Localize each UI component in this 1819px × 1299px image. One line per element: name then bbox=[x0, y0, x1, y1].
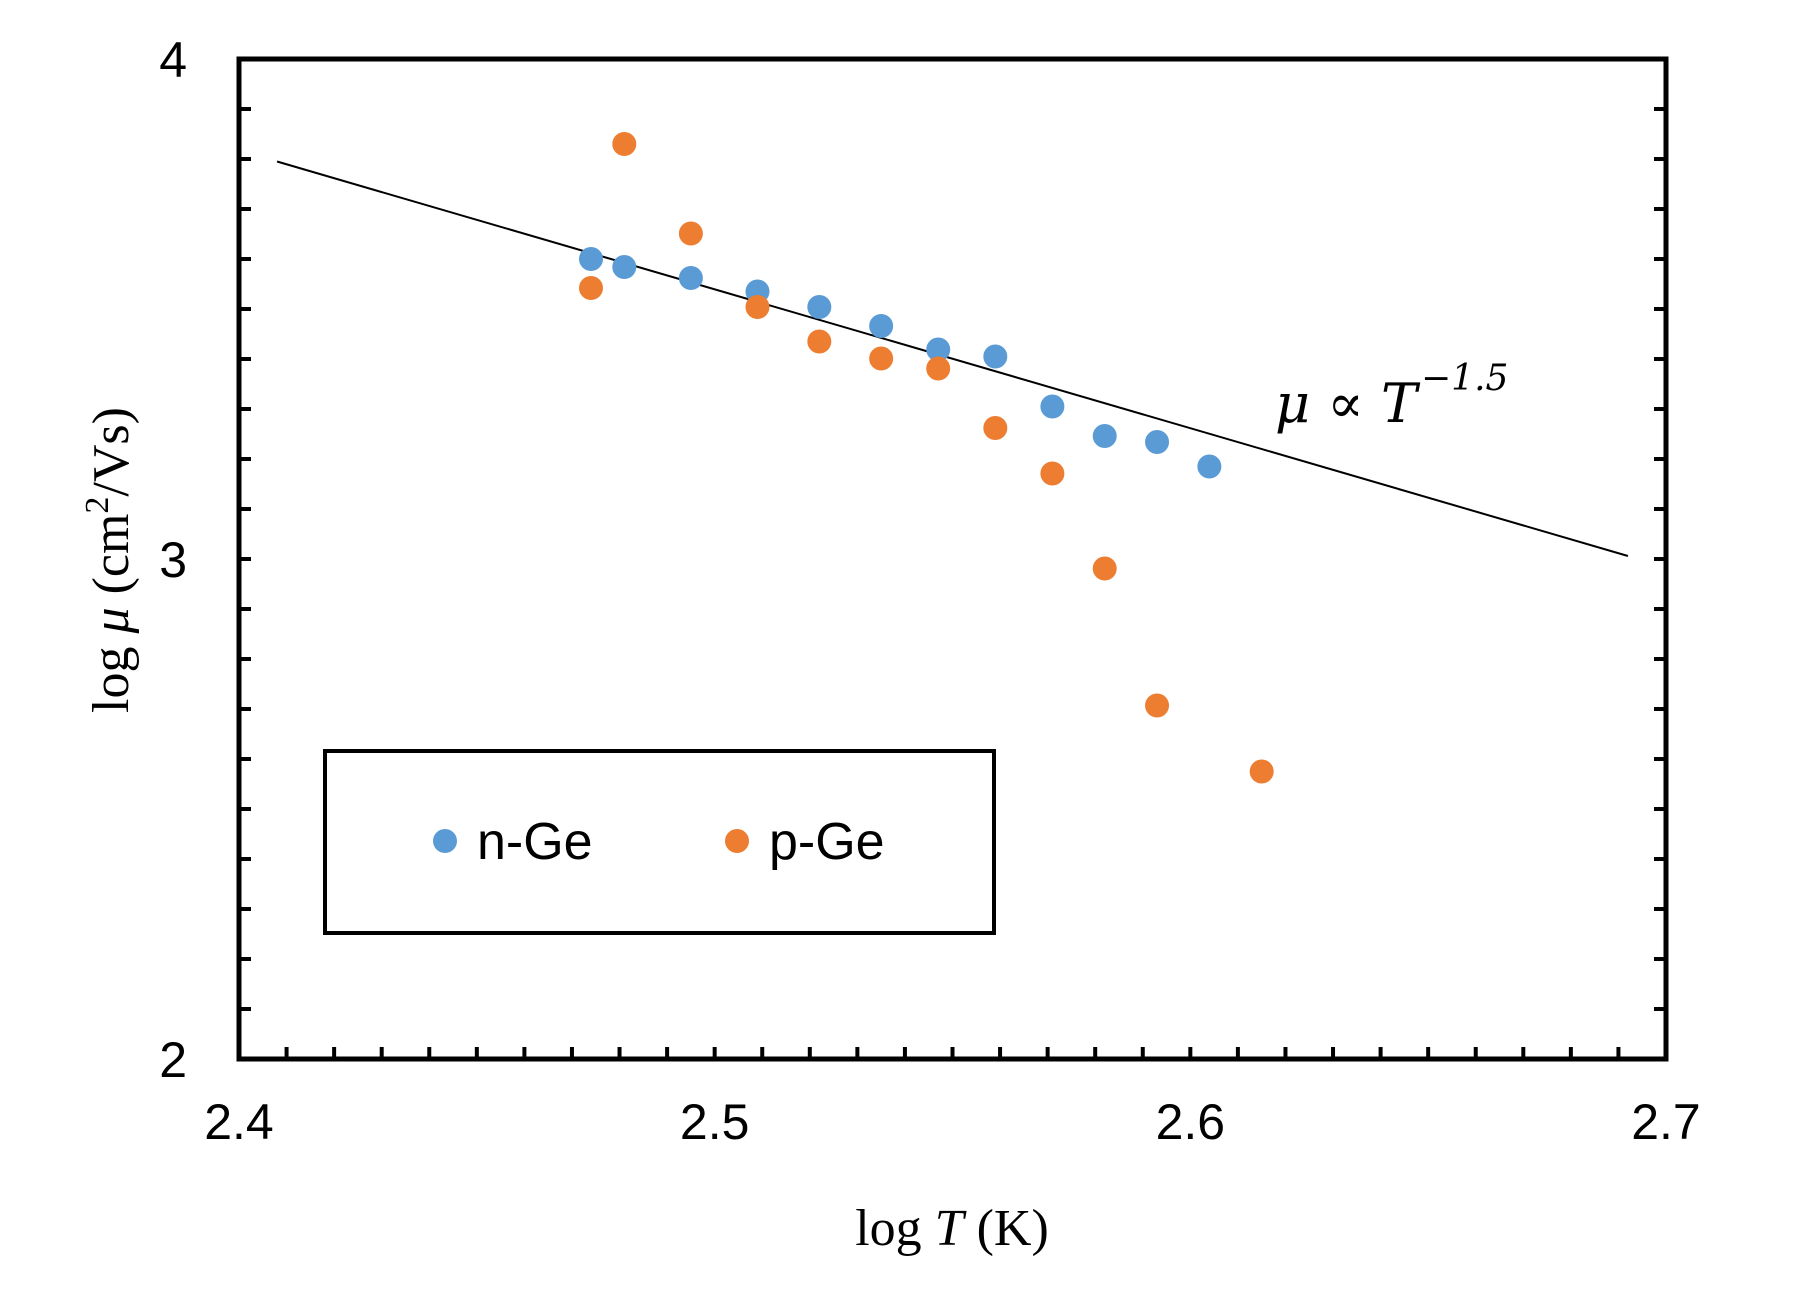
x-tick-label: 2.4 bbox=[204, 1094, 274, 1150]
fit-line bbox=[276, 160, 1629, 557]
x-tick-label: 2.7 bbox=[1631, 1094, 1701, 1150]
data-point-p-ge bbox=[1092, 556, 1117, 581]
data-point-p-ge bbox=[869, 346, 894, 371]
data-point-p-ge bbox=[745, 295, 770, 319]
x-tick-label: 2.6 bbox=[1156, 1094, 1226, 1150]
data-point-n-ge bbox=[1092, 424, 1117, 448]
x-axis-label: log T (K) bbox=[855, 1200, 1049, 1257]
data-point-n-ge bbox=[983, 344, 1008, 369]
data-point-p-ge bbox=[678, 221, 703, 246]
legend-box bbox=[323, 749, 996, 935]
data-points bbox=[578, 132, 1274, 784]
data-point-n-ge bbox=[1197, 454, 1222, 479]
legend: n-Ge p-Ge bbox=[323, 749, 996, 935]
y-axis-label: log μ (cm2/Vs) bbox=[79, 407, 140, 713]
data-point-n-ge bbox=[678, 266, 703, 290]
data-point-n-ge bbox=[578, 247, 603, 271]
tick-labels: 2.4 2.5 2.6 2.7 2 3 4 bbox=[159, 32, 1701, 1150]
y-tick-label: 3 bbox=[159, 532, 187, 588]
data-point-p-ge bbox=[807, 329, 832, 354]
y-tick-label: 4 bbox=[159, 32, 187, 88]
legend-marker-p-ge bbox=[725, 829, 749, 853]
x-tick-label: 2.5 bbox=[680, 1094, 750, 1150]
data-point-p-ge bbox=[1249, 759, 1274, 784]
data-point-p-ge bbox=[1040, 461, 1065, 486]
plot-frame bbox=[236, 56, 1669, 1062]
data-point-p-ge bbox=[983, 416, 1008, 440]
data-point-p-ge bbox=[578, 276, 603, 300]
data-point-n-ge bbox=[612, 255, 637, 279]
data-point-n-ge bbox=[1040, 394, 1065, 419]
data-point-n-ge bbox=[869, 314, 894, 338]
annotation: μ ∝ T −1.5 bbox=[1275, 358, 1508, 435]
data-point-n-ge bbox=[926, 337, 951, 362]
legend-label-n-ge: n-Ge bbox=[477, 813, 593, 871]
data-point-n-ge bbox=[807, 295, 832, 319]
data-point-p-ge bbox=[926, 356, 951, 381]
legend-label-p-ge: p-Ge bbox=[769, 813, 885, 871]
data-point-n-ge bbox=[1145, 430, 1170, 454]
fit-line-layer bbox=[276, 160, 1629, 557]
y-tick-label: 2 bbox=[159, 1032, 187, 1088]
legend-marker-n-ge bbox=[433, 829, 457, 853]
data-point-p-ge bbox=[1145, 693, 1170, 718]
data-point-p-ge bbox=[612, 132, 637, 156]
